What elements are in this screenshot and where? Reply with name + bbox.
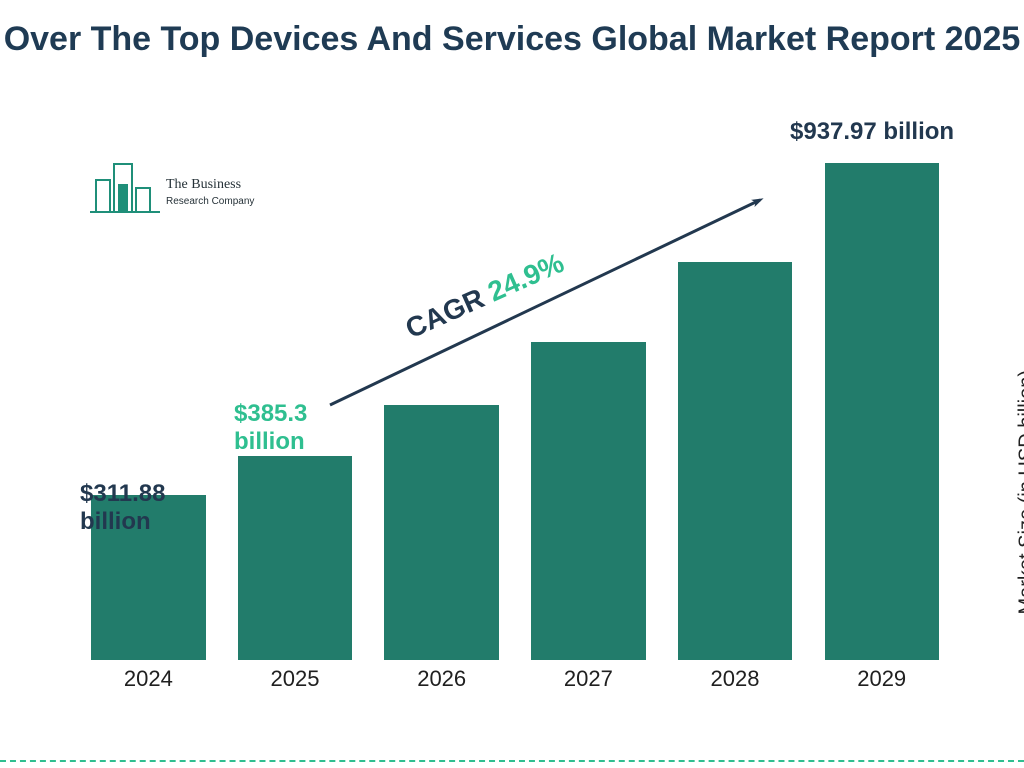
growth-arrow xyxy=(0,0,1024,768)
footer-divider xyxy=(0,760,1024,762)
value-label-2029: $937.97 billion xyxy=(790,118,954,146)
value-label-2025: $385.3 billion xyxy=(234,400,374,455)
chart-page: { "title": { "text": "Over The Top Devic… xyxy=(0,0,1024,768)
y-axis-label: Market Size (in USD billion) xyxy=(1016,370,1024,615)
value-label-2024: $311.88 billion xyxy=(80,480,220,535)
